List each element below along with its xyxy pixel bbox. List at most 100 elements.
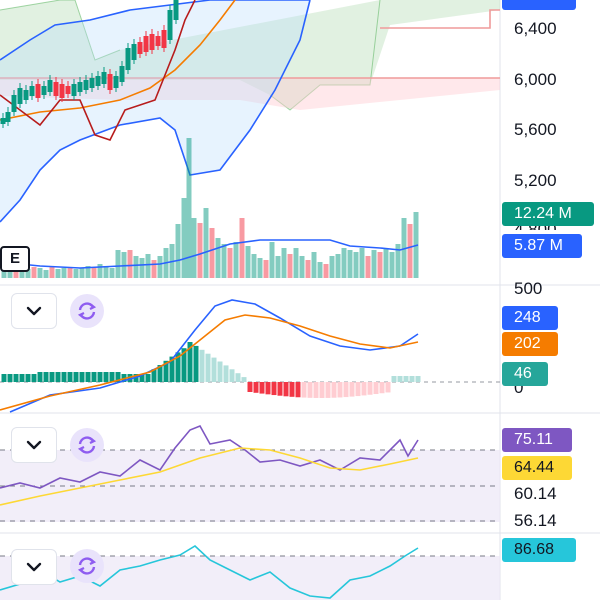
volume-bar <box>365 256 371 278</box>
price-axis-label: 6,400 <box>514 19 557 38</box>
volume-bar <box>359 248 365 278</box>
price-axis-label: 5,200 <box>514 171 557 190</box>
macd-histogram-bar <box>391 376 397 382</box>
volume-bar <box>37 268 43 278</box>
macd-histogram-bar <box>241 377 247 382</box>
ichimoku-span-b <box>380 9 500 29</box>
collapse-rsi-button[interactable] <box>11 427 57 463</box>
macd-axis-label: 500 <box>514 279 543 298</box>
volume-bar <box>157 256 163 278</box>
volume-bar <box>323 264 329 278</box>
rsi-badge: 75.11 <box>502 428 572 452</box>
bollinger-lower-band <box>0 0 311 223</box>
candle-body <box>23 90 29 100</box>
volume-bar <box>401 218 407 278</box>
volume-ma-line <box>0 239 419 269</box>
moving-average-orange <box>0 0 236 121</box>
candle-body <box>149 34 155 50</box>
sync-rsi-button[interactable] <box>70 428 104 462</box>
e-marker[interactable]: E <box>0 246 30 272</box>
macd-histogram-bar <box>55 372 61 382</box>
candle-body <box>83 80 89 90</box>
macd-histogram-bar <box>403 376 409 382</box>
ichimoku-span-a <box>269 0 381 111</box>
candle-body <box>119 66 125 82</box>
macd-histogram-bar <box>289 382 295 397</box>
macd-histogram-bar <box>205 353 211 382</box>
volume-bar <box>221 244 227 278</box>
signal-badge: 202 <box>502 332 558 356</box>
candle-body <box>11 95 17 112</box>
candle-body <box>65 86 71 94</box>
volume-bar <box>263 260 269 278</box>
volume-bar <box>1 268 7 278</box>
macd-histogram-bar <box>211 357 217 382</box>
candle-body <box>155 36 161 46</box>
candle-body <box>113 76 119 88</box>
macd-histogram-bar <box>415 376 421 382</box>
macd-histogram-bar <box>181 348 187 382</box>
volume-bar <box>151 260 157 278</box>
rsi-level-label: 60.14 <box>514 484 557 503</box>
macd-histogram-bar <box>1 374 7 382</box>
collapse-stoch-button[interactable] <box>11 549 57 585</box>
volume-bar <box>43 270 49 278</box>
volume-bar <box>145 254 151 278</box>
volume-bar <box>389 252 395 278</box>
volume-bar <box>293 248 299 278</box>
sync-icon <box>77 436 97 454</box>
volume-bar <box>203 208 209 278</box>
macd-histogram-bar <box>49 372 55 382</box>
volume-bar <box>55 269 61 278</box>
macd-histogram-bar <box>91 372 97 382</box>
macd-histogram-bar <box>163 360 169 382</box>
ichimoku-cloud-bull <box>0 0 500 110</box>
macd-histogram-bar <box>157 365 163 382</box>
macd-histogram-bar <box>295 382 301 398</box>
volume-badge: 12.24 M <box>502 202 594 226</box>
macd-histogram-bar <box>85 372 91 382</box>
macd-histogram-bar <box>397 376 403 382</box>
macd-histogram-bar <box>337 382 343 398</box>
volume-ma-badge: 5.87 M <box>502 234 582 258</box>
candle-body <box>77 82 83 92</box>
candle-body <box>41 86 47 95</box>
candle-body <box>131 44 137 60</box>
volume-bar <box>85 266 91 278</box>
volume-bar <box>191 218 197 278</box>
collapse-macd-button[interactable] <box>11 293 57 329</box>
volume-bar <box>317 262 323 278</box>
macd-histogram-bar <box>355 382 361 397</box>
volume-bar <box>91 268 97 278</box>
macd-histogram-bar <box>151 369 157 382</box>
macd-histogram-bar <box>109 372 115 382</box>
volume-bar <box>281 248 287 278</box>
volume-bar <box>109 268 115 278</box>
candle-body <box>107 74 113 90</box>
volume-bar <box>239 218 245 278</box>
volume-bar <box>407 224 413 278</box>
volume-bar <box>341 248 347 278</box>
macd-axis-label: 0 <box>514 378 524 397</box>
candle-body <box>17 88 23 104</box>
chevron-down-icon <box>26 562 42 572</box>
volume-bar <box>133 256 139 278</box>
volume-bar <box>287 254 293 278</box>
volume-bar <box>197 223 203 278</box>
macd-histogram-bar <box>247 382 253 392</box>
rsi-ma-line <box>0 447 419 506</box>
candle-body <box>35 84 41 98</box>
macd-histogram-bar <box>61 372 67 382</box>
sync-icon <box>77 557 97 575</box>
sync-macd-button[interactable] <box>70 294 104 328</box>
macd-histogram-bar <box>73 372 79 382</box>
macd-histogram-bar <box>97 372 103 382</box>
stoch-badge: 86.68 <box>502 538 576 562</box>
candle-body <box>5 112 11 122</box>
volume-bar <box>127 250 133 278</box>
volume-bar <box>329 256 335 278</box>
volume-bar <box>186 138 192 278</box>
sync-stoch-button[interactable] <box>70 549 104 583</box>
last-price-badge <box>502 0 576 10</box>
macd-histogram-bar <box>37 372 43 382</box>
